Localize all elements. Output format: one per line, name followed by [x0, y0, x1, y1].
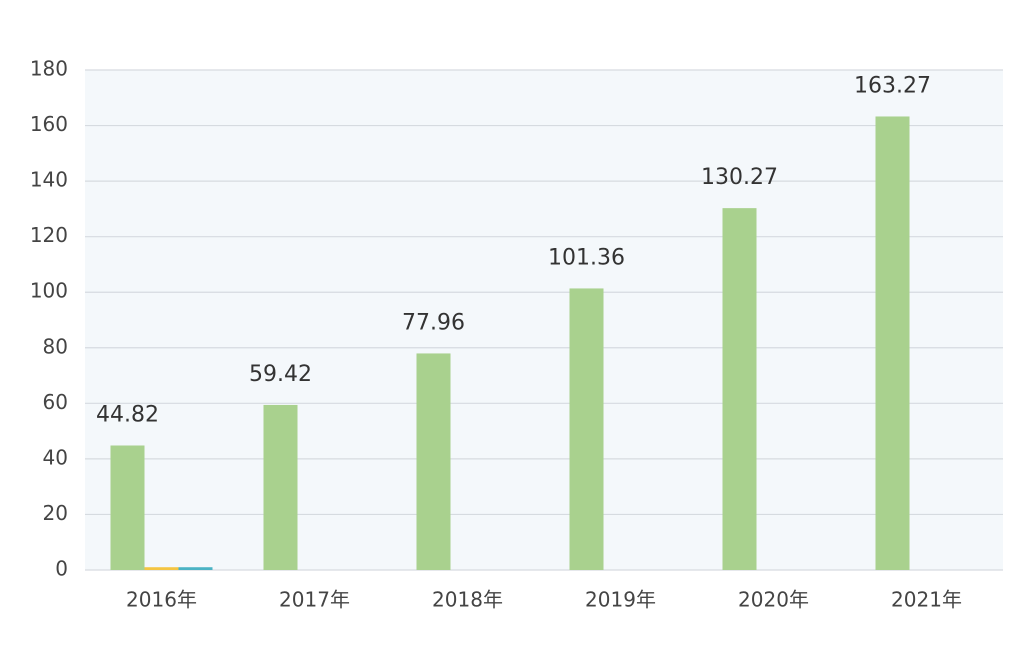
y-tick-label: 120 — [30, 223, 68, 247]
bar — [875, 116, 910, 570]
bar — [263, 404, 298, 570]
x-tick-label: 2016年 — [126, 588, 197, 612]
x-tick-label: 2020年 — [738, 588, 809, 612]
value-label: 77.96 — [402, 310, 465, 335]
value-label: 130.27 — [701, 165, 778, 190]
plot-area — [85, 70, 1003, 570]
bar — [178, 567, 213, 570]
y-tick-label: 20 — [43, 501, 68, 525]
y-tick-label: 80 — [43, 334, 68, 358]
bar — [569, 288, 604, 570]
y-tick-label: 40 — [43, 445, 68, 469]
x-tick-label: 2021年 — [891, 588, 962, 612]
bar — [722, 208, 757, 570]
bar — [144, 567, 179, 570]
value-label: 59.42 — [249, 362, 312, 387]
y-tick-label: 0 — [55, 557, 68, 581]
y-tick-label: 60 — [43, 390, 68, 414]
x-tick-label: 2018年 — [432, 588, 503, 612]
x-tick-label: 2019年 — [585, 588, 656, 612]
bar — [416, 353, 451, 570]
bar — [110, 445, 145, 570]
value-label: 163.27 — [854, 73, 931, 98]
y-tick-label: 160 — [30, 112, 68, 136]
y-tick-label: 100 — [30, 279, 68, 303]
y-tick-label: 180 — [30, 57, 68, 81]
x-tick-label: 2017年 — [279, 588, 350, 612]
value-label: 101.36 — [548, 245, 625, 270]
value-label: 44.82 — [96, 403, 159, 428]
y-tick-label: 140 — [30, 168, 68, 192]
